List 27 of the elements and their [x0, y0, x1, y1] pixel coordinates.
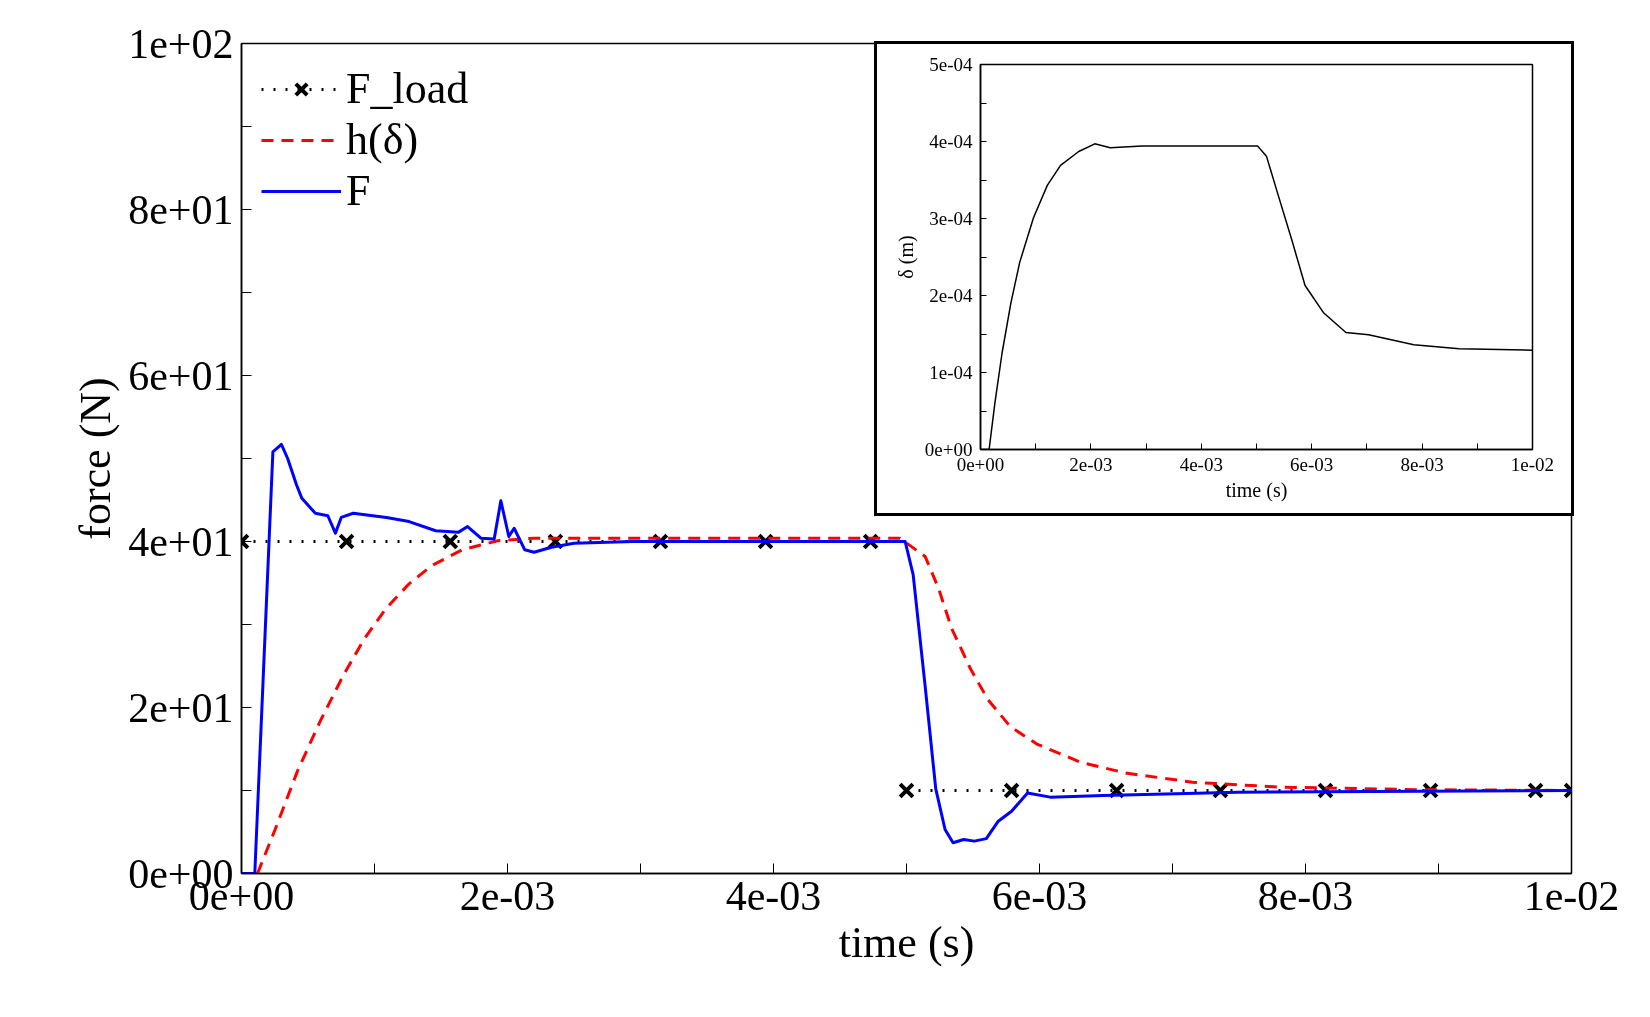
x-tick-label: 1e-02	[1523, 872, 1620, 919]
legend-label: h(δ)	[346, 114, 419, 165]
y-tick-label: 2e-04	[929, 285, 973, 306]
x-axis-title: time (s)	[1225, 478, 1288, 502]
legend-label: F	[346, 165, 371, 216]
x-tick-label: 6e-03	[1290, 453, 1334, 475]
y-tick-label: 8e+01	[128, 186, 234, 233]
y-tick-label: 4e+01	[128, 518, 234, 565]
x-tick-label: 8e-03	[1257, 872, 1354, 919]
y-axis-title: δ (m)	[894, 235, 918, 279]
y-tick-label: 2e+01	[128, 684, 234, 731]
x-tick-label: 4e-03	[725, 872, 822, 919]
x-tick-label: 1e-02	[1510, 453, 1555, 475]
x-tick-label: 2e-03	[459, 872, 556, 919]
x-tick-label: 8e-03	[1400, 453, 1444, 475]
y-axis-title: force (N)	[71, 377, 121, 540]
y-tick-label: 4e-04	[929, 131, 973, 152]
y-tick-label: 1e-04	[929, 362, 973, 383]
x-axis-title: time (s)	[838, 917, 975, 967]
y-tick-label: 6e+01	[128, 352, 234, 399]
x-tick-label: 2e-03	[1069, 453, 1113, 475]
legend-label: F_load	[346, 63, 469, 114]
y-tick-label: 1e+02	[128, 20, 234, 67]
x-tick-label: 4e-03	[1179, 453, 1223, 475]
y-tick-label: 5e-04	[929, 54, 973, 75]
y-tick-label: 3e-04	[929, 208, 973, 229]
x-tick-label: 6e-03	[991, 872, 1088, 919]
